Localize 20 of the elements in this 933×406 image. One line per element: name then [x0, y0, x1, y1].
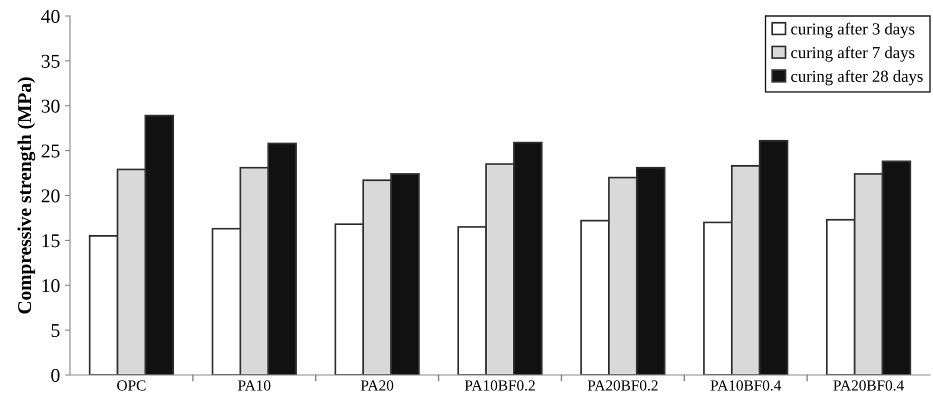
x-tick-label: PA20BF0.4: [833, 380, 904, 391]
y-tick-label: 15: [42, 234, 60, 248]
y-tick-label: 40: [41, 10, 60, 23]
y-tick-label: 10: [42, 279, 60, 292]
y-tick-label: 20: [42, 189, 60, 202]
y-tick-label: 30: [42, 100, 60, 113]
x-tick-label: PA10BF0.4: [710, 380, 782, 391]
x-tick-label: PA10: [238, 380, 270, 391]
y-tick-label: 25: [42, 144, 60, 158]
y-axis-title: Compressive strength (MPa): [17, 77, 36, 314]
y-tick-label: 35: [42, 54, 60, 68]
x-tick-label: PA20BF0.2: [588, 380, 658, 391]
x-tick-label: PA10BF0.2: [464, 380, 535, 391]
legend-label: curing after 28 days: [791, 70, 923, 86]
legend-label: curing after 7 days: [791, 46, 914, 62]
x-tick-label: OPC: [117, 380, 146, 391]
x-tick-label: PA20: [360, 380, 394, 391]
y-tick-label: 0: [51, 368, 60, 382]
legend-label: curing after 3 days: [791, 22, 914, 38]
y-tick-label: 5: [52, 324, 60, 338]
